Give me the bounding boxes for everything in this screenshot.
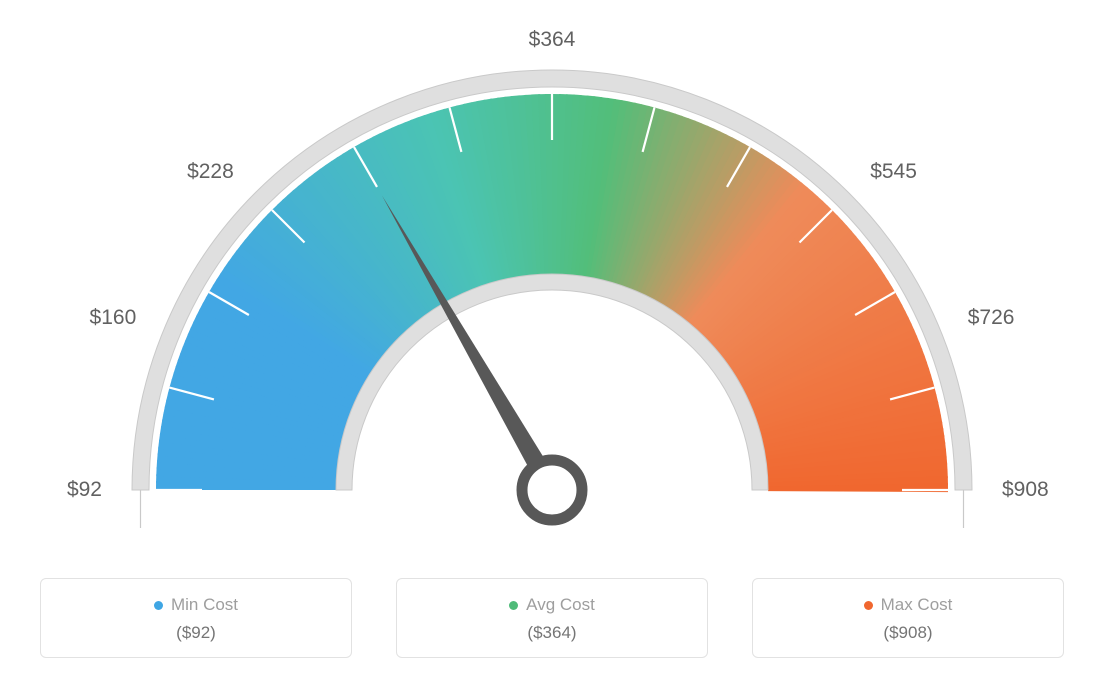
legend-max-value: ($908) bbox=[753, 623, 1063, 643]
svg-text:$545: $545 bbox=[870, 160, 917, 183]
svg-text:$160: $160 bbox=[90, 306, 137, 329]
legend-max-label-row: Max Cost bbox=[864, 595, 953, 615]
gauge-svg: $92 $160 $228 $364 $545 $726 $908 bbox=[0, 0, 1104, 560]
legend-avg-value: ($364) bbox=[397, 623, 707, 643]
legend-card-max: Max Cost ($908) bbox=[752, 578, 1064, 658]
legend-min-label: Min Cost bbox=[171, 595, 238, 615]
svg-text:$92: $92 bbox=[67, 478, 102, 501]
legend-avg-label: Avg Cost bbox=[526, 595, 595, 615]
legend-card-avg: Avg Cost ($364) bbox=[396, 578, 708, 658]
legend-row: Min Cost ($92) Avg Cost ($364) Max Cost … bbox=[0, 578, 1104, 658]
legend-min-label-row: Min Cost bbox=[154, 595, 238, 615]
legend-max-label: Max Cost bbox=[881, 595, 953, 615]
dot-min bbox=[154, 601, 163, 610]
legend-card-min: Min Cost ($92) bbox=[40, 578, 352, 658]
svg-text:$908: $908 bbox=[1002, 478, 1049, 501]
svg-text:$228: $228 bbox=[187, 160, 234, 183]
svg-text:$364: $364 bbox=[529, 28, 576, 51]
dot-avg bbox=[509, 601, 518, 610]
svg-text:$726: $726 bbox=[968, 306, 1015, 329]
gauge-chart: $92 $160 $228 $364 $545 $726 $908 bbox=[0, 0, 1104, 560]
legend-avg-label-row: Avg Cost bbox=[509, 595, 595, 615]
dot-max bbox=[864, 601, 873, 610]
legend-min-value: ($92) bbox=[41, 623, 351, 643]
